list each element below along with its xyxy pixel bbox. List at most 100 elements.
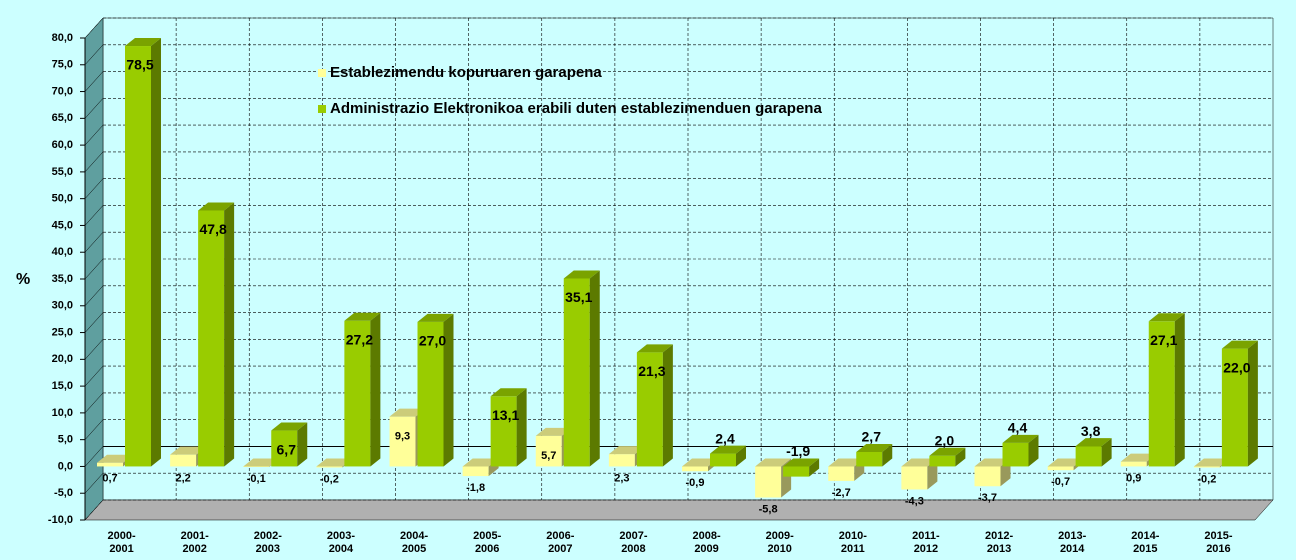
- bar-side: [736, 445, 746, 467]
- x-tick-line: 2004-: [400, 530, 428, 542]
- bar-front: [125, 46, 151, 467]
- x-tick-line: 2012: [914, 543, 938, 555]
- bar-side: [809, 458, 820, 477]
- bar-top: [417, 313, 454, 322]
- bar-top: [929, 447, 966, 456]
- y-tick-label: 65,0: [52, 112, 73, 124]
- side-grid-line: [84, 446, 104, 467]
- x-tick-line: 2003: [256, 543, 280, 555]
- bar-front: [563, 278, 590, 467]
- y-tick-label: -10,0: [48, 514, 73, 526]
- bar-top: [783, 458, 820, 467]
- data-label: 5,7: [541, 450, 556, 462]
- legend-swatch: [318, 105, 326, 113]
- bar: [125, 38, 161, 467]
- bar-front: [417, 321, 444, 467]
- bar-top: [316, 458, 353, 467]
- bar-front: [490, 396, 517, 467]
- side-grid-line: [84, 258, 104, 280]
- side-grid-line: [84, 232, 104, 253]
- x-tick-line: 2004: [329, 543, 354, 555]
- x-tick-line: 2003-: [327, 530, 355, 542]
- bar: [1002, 434, 1039, 467]
- bar-front: [271, 430, 298, 467]
- bar-front: [783, 466, 810, 477]
- bar-front: [636, 352, 663, 467]
- bar-front: [344, 320, 371, 467]
- data-label: 78,5: [126, 57, 153, 73]
- bar-top: [198, 202, 235, 211]
- data-label: -0,7: [1051, 476, 1070, 488]
- bar: [198, 202, 235, 467]
- bar-top: [1075, 438, 1112, 447]
- x-tick-label: 2011-2012: [912, 530, 940, 555]
- x-tick-label: 2012-2013: [985, 530, 1013, 555]
- side-grid-line: [84, 285, 104, 306]
- bar-side: [1028, 434, 1039, 467]
- bar-front: [198, 210, 225, 467]
- bar-side: [151, 38, 161, 467]
- x-tick-line: 2005: [402, 543, 426, 555]
- side-grid-line: [84, 499, 104, 521]
- bar-front: [755, 466, 782, 498]
- y-tick-label: 15,0: [52, 380, 73, 392]
- x-tick-line: 2002: [182, 543, 206, 555]
- y-axis-label: %: [16, 271, 30, 288]
- bar-front: [682, 466, 708, 472]
- data-label: -1,9: [786, 443, 810, 459]
- bar-front: [316, 466, 343, 468]
- bar-front: [1193, 466, 1220, 468]
- bar: [1221, 340, 1258, 467]
- data-label: 6,7: [277, 441, 297, 457]
- data-label: 21,3: [638, 363, 665, 379]
- x-tick-line: 2002-: [254, 530, 282, 542]
- x-tick-line: 2006: [475, 543, 499, 555]
- bar-side: [662, 344, 673, 467]
- data-label: -0,1: [247, 473, 266, 485]
- bar-top: [974, 458, 1011, 467]
- x-tick-line: 2009-: [766, 530, 794, 542]
- x-tick-label: 2004-2005: [400, 530, 428, 555]
- x-tick-line: 2008-: [692, 530, 720, 542]
- bar-top: [828, 458, 865, 467]
- bar-front: [1047, 466, 1074, 471]
- data-label: 2,4: [715, 430, 735, 446]
- bar-side: [443, 313, 454, 467]
- bar-top: [636, 344, 673, 353]
- data-label: 27,0: [419, 333, 446, 349]
- y-tick-label: 25,0: [52, 326, 73, 338]
- bar-front: [856, 451, 883, 467]
- data-label: 4,4: [1008, 420, 1028, 436]
- bar-top: [682, 458, 718, 467]
- data-label: -5,8: [759, 503, 778, 515]
- bar-top: [856, 443, 893, 452]
- bar-front: [828, 466, 855, 481]
- side-grid-line: [84, 312, 104, 333]
- data-label: 9,3: [395, 431, 410, 443]
- x-tick-line: 2016: [1206, 543, 1230, 555]
- bar-front: [243, 466, 270, 467]
- bar-side: [370, 312, 381, 467]
- bar-front: [535, 435, 562, 467]
- bar-top: [563, 270, 600, 279]
- x-tick-line: 2007-: [619, 530, 647, 542]
- bar-top: [535, 427, 572, 436]
- x-tick-label: 2006-2007: [546, 530, 574, 555]
- bar-top: [1002, 434, 1039, 443]
- x-tick-line: 2005-: [473, 530, 501, 542]
- data-label: 27,1: [1150, 332, 1177, 348]
- bar: [563, 270, 600, 467]
- x-tick-line: 2014-: [1131, 530, 1159, 542]
- x-tick-label: 2007-2008: [619, 530, 647, 555]
- side-grid-line: [84, 178, 104, 199]
- x-tick-line: 2015: [1133, 543, 1157, 555]
- x-tick-label: 2003-2004: [327, 530, 355, 555]
- bar-front: [1002, 442, 1029, 467]
- x-tick-line: 2013: [987, 543, 1011, 555]
- bar: [710, 445, 746, 467]
- side-grid-line: [84, 124, 104, 146]
- bar-front: [710, 453, 736, 467]
- bar-front: [1148, 321, 1175, 467]
- data-label: 35,1: [565, 289, 592, 305]
- data-label: 27,2: [346, 331, 373, 347]
